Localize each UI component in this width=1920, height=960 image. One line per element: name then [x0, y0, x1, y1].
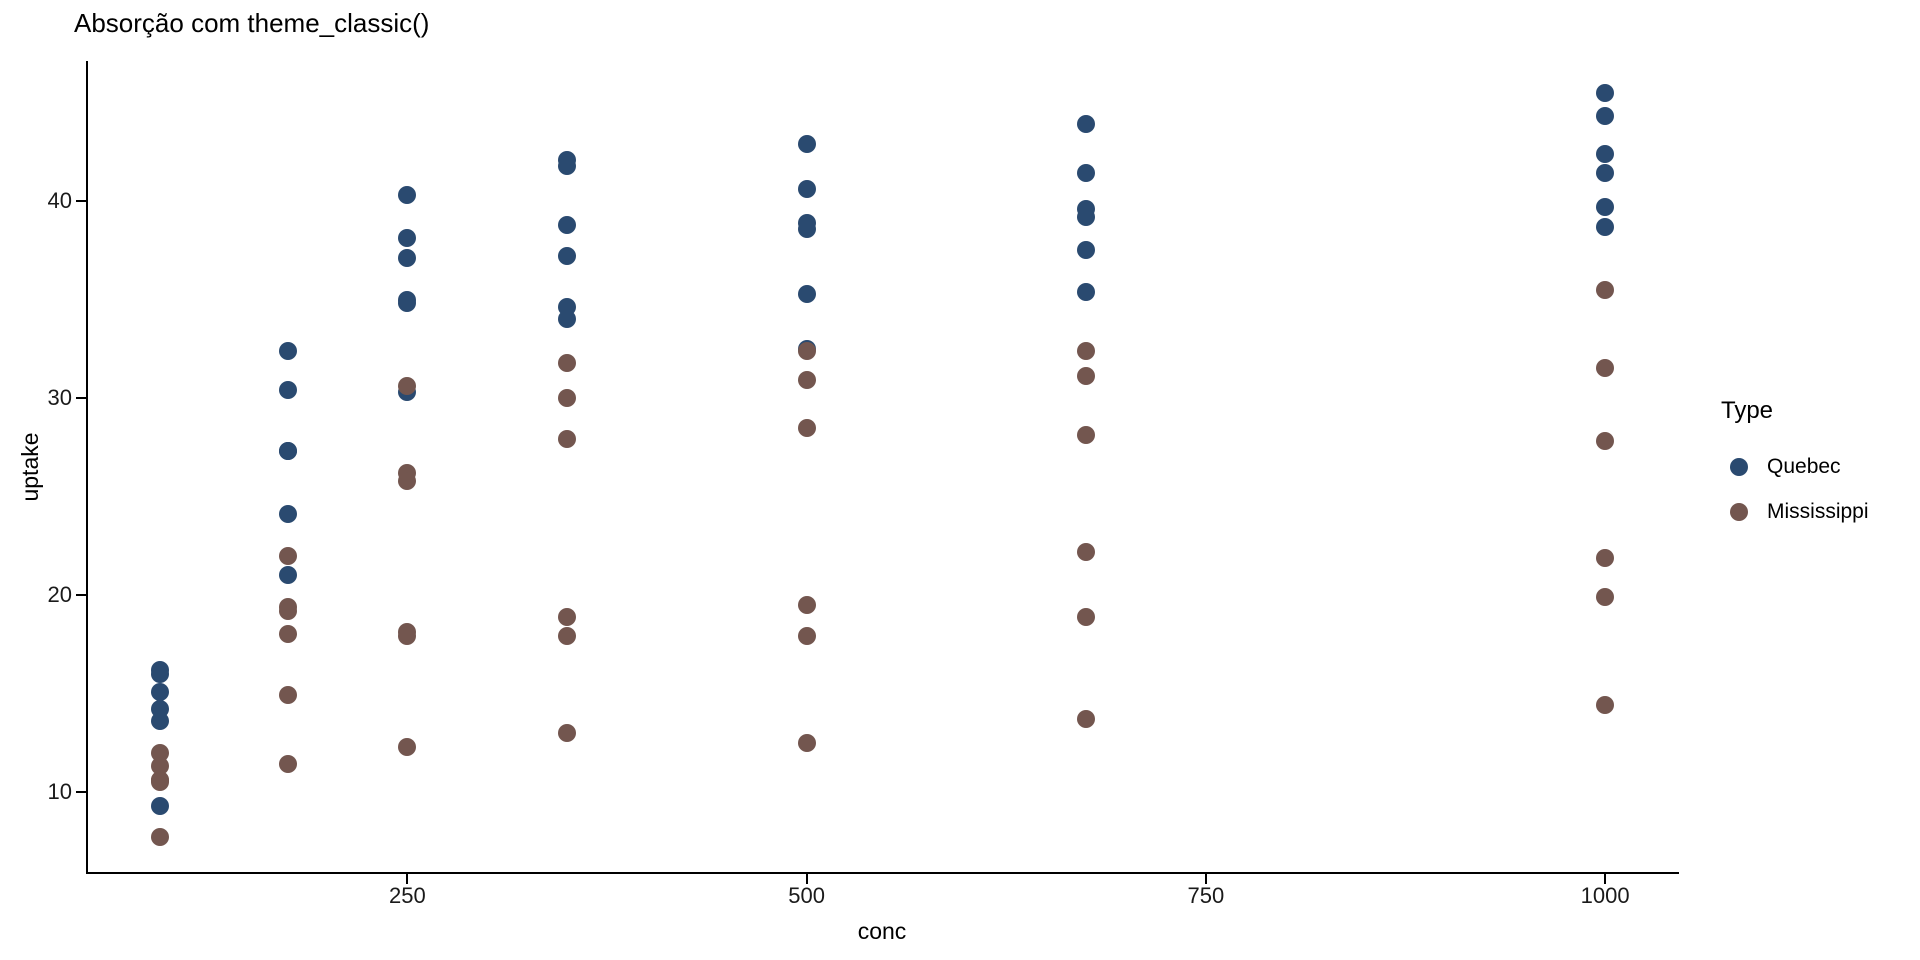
x-tick-label: 750 — [1187, 883, 1225, 908]
y-tick-mark — [76, 594, 86, 597]
data-point-mississippi — [797, 418, 816, 437]
data-point-mississippi — [558, 627, 577, 646]
data-point-quebec — [278, 566, 297, 585]
data-point-quebec — [1077, 164, 1096, 183]
x-tick-label: 500 — [788, 883, 825, 908]
data-point-quebec — [797, 284, 816, 303]
data-point-quebec — [558, 247, 577, 266]
data-point-quebec — [558, 215, 577, 234]
data-point-mississippi — [278, 755, 297, 774]
legend-title: Type — [1721, 397, 1774, 424]
data-point-quebec — [398, 186, 417, 205]
data-point-mississippi — [558, 607, 577, 626]
y-tick-mark — [76, 200, 86, 203]
data-point-mississippi — [1596, 548, 1615, 567]
data-point-mississippi — [1596, 280, 1615, 299]
data-point-quebec — [398, 290, 417, 309]
data-point-mississippi — [278, 546, 297, 565]
data-point-mississippi — [1077, 542, 1096, 561]
data-point-mississippi — [1077, 341, 1096, 360]
legend-key-quebec-dot-icon — [1730, 458, 1748, 476]
y-tick-label: 40 — [47, 188, 72, 214]
y-tick-label: 30 — [47, 385, 72, 411]
data-point-mississippi — [278, 597, 297, 616]
data-point-mississippi — [797, 595, 816, 614]
legend-key-mississippi-dot-icon — [1730, 503, 1748, 521]
data-point-quebec — [558, 150, 577, 169]
data-point-mississippi — [558, 723, 577, 742]
x-tick-mark — [406, 874, 409, 884]
data-point-quebec — [797, 213, 816, 232]
data-point-mississippi — [150, 771, 169, 790]
data-point-quebec — [1077, 282, 1096, 301]
x-tick-mark — [805, 874, 808, 884]
data-point-mississippi — [150, 743, 169, 762]
data-point-mississippi — [558, 430, 577, 449]
data-point-mississippi — [1596, 588, 1615, 606]
y-axis-title: uptake — [17, 432, 43, 502]
data-point-quebec — [150, 796, 169, 815]
data-point-mississippi — [398, 737, 417, 756]
data-point-quebec — [1077, 241, 1096, 260]
data-point-quebec — [150, 682, 169, 701]
data-point-quebec — [278, 505, 297, 524]
data-point-quebec — [1596, 217, 1615, 236]
y-tick-mark — [76, 397, 86, 400]
data-point-mississippi — [1596, 359, 1615, 378]
data-point-mississippi — [1596, 432, 1615, 451]
y-tick-label: 10 — [47, 779, 72, 805]
data-point-mississippi — [398, 627, 417, 646]
data-point-mississippi — [1077, 607, 1096, 626]
data-point-quebec — [150, 660, 169, 679]
data-point-quebec — [278, 381, 297, 400]
y-axis-line — [86, 61, 88, 874]
data-point-mississippi — [1077, 710, 1096, 729]
plot-title: Absorção com theme_classic() — [74, 8, 430, 38]
data-point-mississippi — [1077, 367, 1096, 386]
data-point-quebec — [1077, 199, 1096, 218]
legend-label-quebec: Quebec — [1767, 455, 1841, 478]
data-point-quebec — [797, 134, 816, 153]
data-point-mississippi — [797, 341, 816, 360]
data-point-quebec — [1596, 164, 1615, 183]
legend-label-mississippi: Mississippi — [1767, 500, 1869, 523]
data-point-quebec — [558, 310, 577, 329]
data-point-mississippi — [797, 371, 816, 390]
x-tick-mark — [1204, 874, 1207, 884]
data-point-mississippi — [398, 471, 417, 490]
data-point-mississippi — [278, 686, 297, 705]
x-tick-label: 1000 — [1580, 883, 1630, 908]
y-tick-label: 20 — [47, 582, 72, 608]
x-axis-title: conc — [857, 918, 907, 944]
data-point-quebec — [278, 442, 297, 461]
data-point-quebec — [398, 249, 417, 268]
data-point-quebec — [797, 180, 816, 199]
data-point-mississippi — [150, 828, 169, 847]
y-tick-mark — [76, 791, 86, 794]
data-point-mississippi — [1077, 426, 1096, 445]
data-point-quebec — [1596, 83, 1615, 102]
data-point-quebec — [278, 341, 297, 360]
data-point-quebec — [398, 229, 417, 248]
data-point-mississippi — [278, 625, 297, 644]
data-point-quebec — [1077, 115, 1096, 134]
data-point-quebec — [150, 700, 169, 719]
data-point-quebec — [1596, 197, 1615, 216]
x-tick-mark — [1604, 874, 1607, 884]
x-axis-line — [86, 872, 1679, 874]
data-point-mississippi — [797, 733, 816, 752]
data-point-quebec — [1596, 144, 1615, 163]
legend-item-quebec: Quebec — [1730, 454, 1841, 480]
data-point-mississippi — [558, 389, 577, 408]
legend-item-mississippi: Mississippi — [1730, 499, 1869, 525]
data-point-mississippi — [398, 377, 417, 396]
data-point-quebec — [1596, 107, 1615, 126]
data-point-mississippi — [150, 757, 169, 776]
data-point-mississippi — [797, 627, 816, 646]
data-point-mississippi — [558, 353, 577, 372]
x-tick-label: 250 — [389, 883, 426, 908]
data-point-mississippi — [1596, 696, 1615, 715]
